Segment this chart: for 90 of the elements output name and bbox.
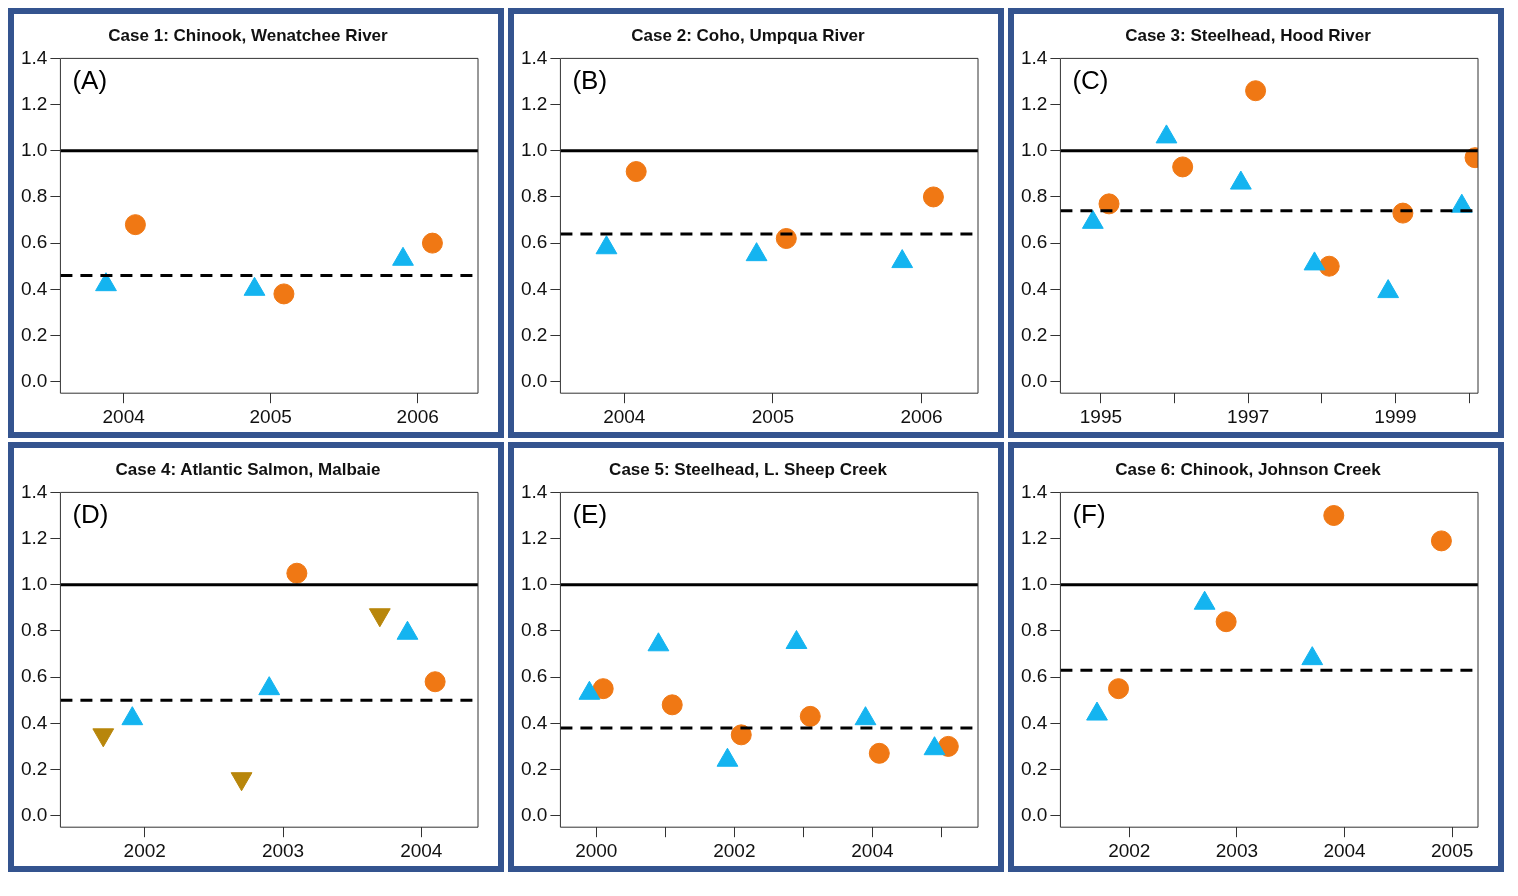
chart-title: Case 1: Chinook, Wenatchee River <box>108 25 389 45</box>
y-tick-label: 1.4 <box>20 46 48 68</box>
annotation: (A) <box>72 64 108 95</box>
y-tick-label: 1.2 <box>520 526 548 548</box>
y-tick-label: 1.2 <box>1020 526 1048 548</box>
x-tick-label: 2004 <box>603 405 646 427</box>
point <box>1323 504 1345 526</box>
y-tick-label: 0.6 <box>1020 231 1048 253</box>
y-tick-label: 0.4 <box>520 711 548 733</box>
y-tick-label: 0.6 <box>520 231 548 253</box>
y-tick-label: 0.2 <box>1020 323 1048 345</box>
chart-title: Case 2: Coho, Umpqua River <box>631 25 866 45</box>
x-tick-label: 1999 <box>1374 405 1417 427</box>
chart-title: Case 4: Atlantic Salmon, Malbaie <box>115 459 381 479</box>
annotation: (B) <box>572 64 608 95</box>
x-tick-label: 2004 <box>400 839 443 861</box>
x-tick-label: 2004 <box>102 405 146 427</box>
x-tick-label: 2005 <box>249 405 292 427</box>
chart-title: Case 3: Steelhead, Hood River <box>1125 25 1372 45</box>
y-tick-label: 0.0 <box>1020 803 1048 825</box>
point <box>1303 251 1326 271</box>
y-tick-label: 0.2 <box>20 757 48 779</box>
x-tick-label: 2006 <box>396 405 439 427</box>
point <box>1081 209 1104 229</box>
y-tick-label: 1.0 <box>20 138 48 160</box>
x-tick-label: 2003 <box>261 839 305 861</box>
y-tick-label: 1.2 <box>20 92 48 114</box>
annotation: (D) <box>72 498 109 529</box>
y-tick-label: 1.4 <box>1020 480 1048 502</box>
x-tick-label: 2002 <box>123 839 166 861</box>
y-tick-label: 1.2 <box>520 92 548 114</box>
point <box>1193 590 1216 610</box>
chart-title: Case 5: Steelhead, L. Sheep Creek <box>609 459 888 479</box>
x-tick-label: 2002 <box>1108 839 1151 861</box>
x-tick-label: 2004 <box>1323 839 1367 861</box>
point <box>1301 646 1324 666</box>
point <box>1172 156 1194 178</box>
y-tick-label: 0.6 <box>20 665 48 687</box>
y-tick-label: 0.0 <box>20 369 48 391</box>
x-tick-label: 2005 <box>751 405 795 427</box>
y-tick-label: 1.0 <box>520 138 548 160</box>
y-tick-label: 0.6 <box>1020 665 1048 687</box>
y-tick-label: 1.0 <box>1020 572 1048 594</box>
y-tick-label: 0.0 <box>520 803 548 825</box>
y-tick-label: 0.0 <box>20 803 48 825</box>
y-tick-label: 0.4 <box>20 711 48 733</box>
y-tick-label: 0.8 <box>520 619 548 641</box>
point <box>1245 80 1267 102</box>
y-tick-label: 1.0 <box>20 572 48 594</box>
y-tick-label: 0.4 <box>520 277 548 299</box>
point <box>1086 701 1108 721</box>
x-tick-label: 1995 <box>1079 405 1123 427</box>
y-tick-label: 0.8 <box>20 619 48 641</box>
y-tick-label: 0.0 <box>520 369 548 391</box>
y-tick-label: 1.4 <box>1020 46 1048 68</box>
annotation: (E) <box>572 498 608 529</box>
y-tick-label: 1.4 <box>520 480 548 502</box>
chart-title: Case 6: Chinook, Johnson Creek <box>1115 459 1382 479</box>
y-tick-label: 0.4 <box>1020 277 1048 299</box>
point <box>1377 279 1400 299</box>
x-tick-label: 2000 <box>575 839 618 861</box>
y-tick-label: 0.8 <box>520 185 548 207</box>
y-tick-label: 0.2 <box>20 323 48 345</box>
y-tick-label: 0.2 <box>1020 757 1048 779</box>
y-tick-label: 0.8 <box>1020 185 1048 207</box>
x-tick-label: 2003 <box>1215 839 1259 861</box>
y-tick-label: 1.0 <box>520 572 548 594</box>
y-tick-label: 1.2 <box>20 526 48 548</box>
annotation: (F) <box>1072 498 1106 529</box>
y-tick-label: 0.8 <box>1020 619 1048 641</box>
y-tick-label: 0.0 <box>1020 369 1048 391</box>
x-tick-label: 1997 <box>1227 405 1270 427</box>
y-tick-label: 1.4 <box>20 480 48 502</box>
y-tick-label: 0.6 <box>520 665 548 687</box>
point <box>1098 193 1120 215</box>
x-tick-label: 2002 <box>713 839 756 861</box>
y-tick-label: 0.4 <box>1020 711 1048 733</box>
y-tick-label: 1.4 <box>520 46 548 68</box>
x-tick-label: 2005 <box>1431 839 1474 861</box>
y-tick-label: 1.0 <box>1020 138 1048 160</box>
y-tick-label: 0.6 <box>20 231 48 253</box>
x-tick-label: 2004 <box>851 839 894 861</box>
y-tick-label: 0.4 <box>20 277 48 299</box>
annotation: (C) <box>1072 64 1109 95</box>
x-tick-label: 2006 <box>900 405 943 427</box>
point <box>1430 530 1452 552</box>
y-tick-label: 1.2 <box>1020 92 1048 114</box>
y-tick-label: 0.2 <box>520 757 548 779</box>
y-tick-label: 0.8 <box>20 185 48 207</box>
y-tick-label: 0.2 <box>520 323 548 345</box>
